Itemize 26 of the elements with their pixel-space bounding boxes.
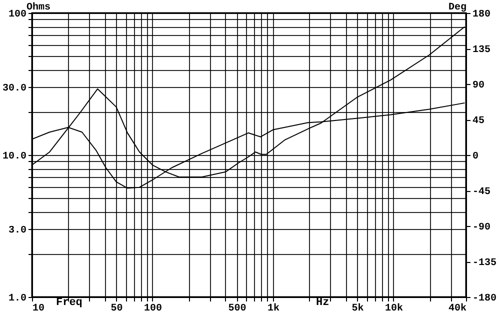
x-tick-label: 100 — [144, 304, 162, 314]
y2-tick-label: -180 — [472, 294, 497, 304]
y-tick-label: 3.0 — [8, 226, 26, 237]
x-tick-label: 5k — [352, 302, 364, 314]
y2-tick-label: -90 — [472, 222, 491, 234]
y2-axis-title: Deg — [448, 2, 466, 14]
x-tick-label: 10k — [384, 302, 403, 314]
y-tick-label: 100 — [8, 10, 26, 20]
x-tick-label: 500 — [228, 304, 246, 314]
y2-tick-label: 0 — [472, 152, 479, 162]
y-axis-title: Ohms — [26, 2, 51, 14]
y2-tick-label: 90 — [472, 80, 485, 92]
y-tick-label: 30.0 — [2, 84, 26, 95]
y-tick-label: 10.0 — [2, 152, 26, 162]
y2-tick-label: -45 — [472, 187, 491, 198]
annotation: Freq — [56, 297, 82, 309]
annotation: Hz — [316, 297, 330, 309]
y-tick-label: 1.0 — [8, 294, 26, 304]
y2-tick-label: 45 — [472, 116, 485, 127]
x-tick-label: 50 — [110, 304, 123, 314]
x-tick-label: 40k — [448, 302, 466, 314]
x-tick-label: 10 — [32, 304, 45, 314]
y2-tick-label: 180 — [472, 10, 491, 20]
y2-tick-label: -135 — [472, 258, 497, 269]
x-tick-label: 1k — [267, 302, 280, 314]
y2-tick-label: 135 — [472, 45, 491, 56]
